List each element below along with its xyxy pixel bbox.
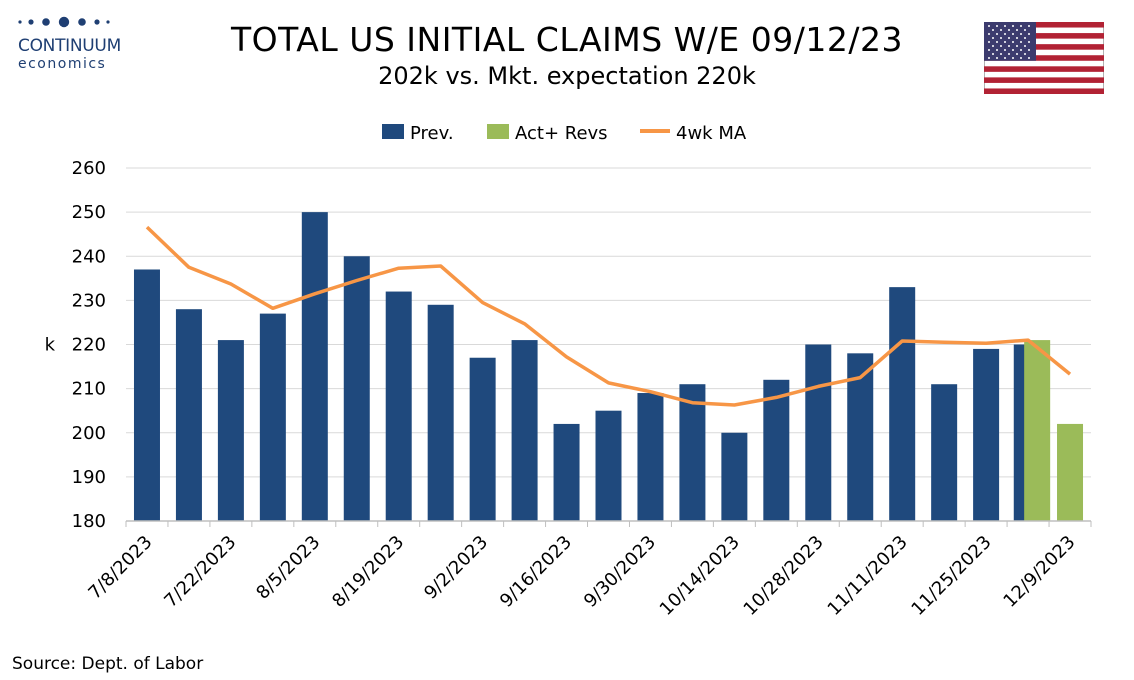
bar-prev: [469, 357, 496, 521]
y-tick-label: 250: [72, 202, 106, 223]
x-tick-label: 9/16/2023: [496, 532, 576, 612]
bar-prev: [133, 269, 160, 521]
bar-prev: [931, 384, 958, 521]
bar-prev: [637, 393, 664, 521]
bar-prev: [763, 379, 790, 521]
y-axis-label: k: [45, 335, 56, 356]
y-tick-label: 190: [72, 467, 106, 488]
x-tick-label: 8/5/2023: [252, 532, 324, 604]
bar-prev: [805, 344, 832, 521]
bar-prev: [175, 309, 202, 521]
legend-label: 4wk MA: [676, 123, 747, 144]
logo-word: CONTINUUM: [18, 36, 121, 56]
x-tick-label: 8/19/2023: [328, 532, 408, 612]
y-tick-label: 260: [72, 158, 106, 179]
bar-prev: [427, 304, 454, 521]
x-tick-label: 9/30/2023: [580, 532, 660, 612]
bars: [133, 212, 1084, 521]
legend: Prev. Act+ Revs 4wk MA: [382, 123, 747, 144]
bar-prev: [553, 423, 580, 521]
bar-prev: [973, 348, 1000, 521]
x-tick-label: 11/25/2023: [907, 532, 995, 620]
x-tick-label: 7/22/2023: [160, 532, 240, 612]
continuum-economics-logo: CONTINUUM economics: [10, 14, 135, 74]
legend-label: Prev.: [410, 123, 454, 144]
x-tick-label: 9/2/2023: [420, 532, 492, 604]
bar-prev: [721, 432, 748, 521]
legend-swatch: [382, 124, 404, 139]
x-tick-label: 10/28/2023: [740, 532, 828, 620]
chart-subtitle: 202k vs. Mkt. expectation 220k: [378, 62, 756, 90]
us-flag-icon: [984, 22, 1104, 94]
bar-prev: [889, 287, 916, 521]
ma-line: [145, 225, 1072, 407]
bar-prev: [385, 291, 412, 521]
bar-prev: [217, 340, 244, 521]
bar-prev: [847, 353, 874, 521]
bar-prev: [301, 212, 328, 521]
legend-label: Act+ Revs: [515, 123, 608, 144]
y-tick-label: 200: [72, 423, 106, 444]
ma-line-path: [145, 225, 1072, 407]
y-tick-label: 240: [72, 246, 106, 267]
logo-sub: economics: [18, 56, 107, 72]
x-tick-label: 12/9/2023: [999, 532, 1079, 612]
source-note: Source: Dept. of Labor: [12, 654, 204, 674]
bar-prev: [343, 256, 370, 521]
x-tick-label: 11/11/2023: [824, 532, 912, 620]
logo-dots-icon: [18, 16, 110, 28]
x-tick-label: 7/8/2023: [84, 532, 156, 604]
x-tick-label: 10/14/2023: [656, 532, 744, 620]
bar-act: [1024, 340, 1051, 521]
bar-prev: [679, 384, 706, 521]
y-tick-label: 210: [72, 379, 106, 400]
y-tick-label: 230: [72, 290, 106, 311]
chart-title: TOTAL US INITIAL CLAIMS W/E 09/12/23: [231, 20, 903, 59]
bar-prev: [511, 340, 538, 521]
y-tick-label: 180: [72, 511, 106, 532]
bar-act: [1057, 423, 1084, 521]
bar-prev: [259, 313, 286, 521]
grid-lines: [126, 167, 1091, 478]
legend-swatch: [487, 124, 509, 139]
bar-prev: [595, 410, 622, 521]
y-tick-label: 220: [72, 335, 106, 356]
